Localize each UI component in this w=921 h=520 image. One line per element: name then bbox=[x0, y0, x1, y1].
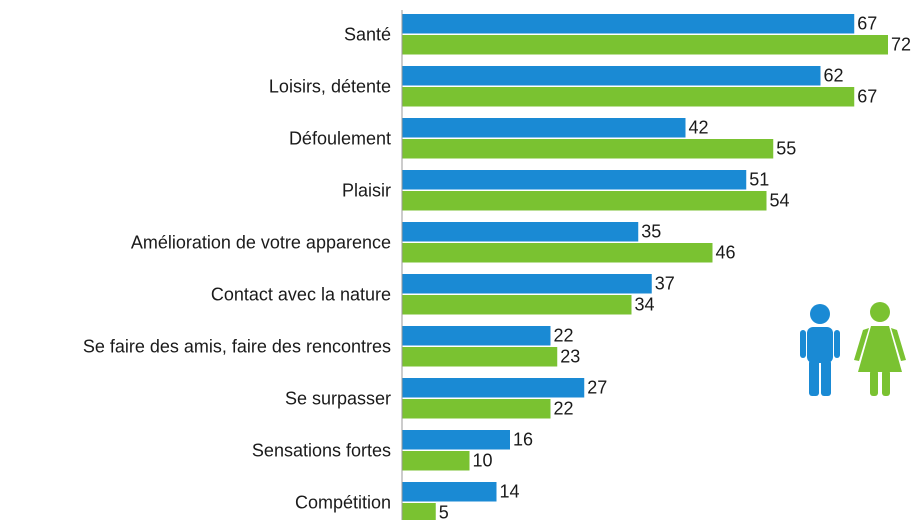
bar bbox=[402, 66, 821, 86]
bar bbox=[402, 243, 713, 263]
category-label: Se surpasser bbox=[285, 388, 391, 408]
value-label: 35 bbox=[641, 222, 661, 242]
value-label: 55 bbox=[776, 139, 796, 159]
bar bbox=[402, 451, 470, 471]
category-label: Plaisir bbox=[342, 180, 391, 200]
value-label: 23 bbox=[560, 347, 580, 367]
bar bbox=[402, 347, 558, 367]
value-label: 34 bbox=[635, 295, 655, 315]
value-label: 5 bbox=[439, 503, 449, 520]
woman-icon bbox=[854, 302, 906, 396]
bar bbox=[402, 222, 639, 242]
category-label: Compétition bbox=[295, 492, 391, 512]
value-label: 46 bbox=[716, 243, 736, 263]
value-label: 72 bbox=[891, 35, 911, 55]
bar bbox=[402, 399, 551, 419]
bar bbox=[402, 191, 767, 211]
category-label: Défoulement bbox=[289, 128, 391, 148]
value-label: 37 bbox=[655, 274, 675, 294]
bar bbox=[402, 118, 686, 138]
bar bbox=[402, 274, 652, 294]
value-label: 62 bbox=[824, 66, 844, 86]
value-label: 14 bbox=[500, 482, 520, 502]
bar bbox=[402, 326, 551, 346]
value-label: 27 bbox=[587, 378, 607, 398]
bar bbox=[402, 482, 497, 502]
value-label: 22 bbox=[554, 326, 574, 346]
man-icon bbox=[800, 304, 840, 396]
category-label: Sensations fortes bbox=[252, 440, 391, 460]
bar bbox=[402, 295, 632, 315]
value-label: 67 bbox=[857, 14, 877, 34]
bar bbox=[402, 139, 774, 159]
value-label: 10 bbox=[473, 451, 493, 471]
bar bbox=[402, 14, 855, 34]
category-label: Contact avec la nature bbox=[211, 284, 391, 304]
value-label: 22 bbox=[554, 399, 574, 419]
value-label: 67 bbox=[857, 87, 877, 107]
value-label: 51 bbox=[749, 170, 769, 190]
category-label: Se faire des amis, faire des rencontres bbox=[83, 336, 391, 356]
bar bbox=[402, 87, 855, 107]
bar bbox=[402, 378, 585, 398]
bar bbox=[402, 35, 888, 55]
value-label: 54 bbox=[770, 191, 790, 211]
category-label: Santé bbox=[344, 24, 391, 44]
value-label: 42 bbox=[689, 118, 709, 138]
bar bbox=[402, 430, 510, 450]
category-label: Loisirs, détente bbox=[269, 76, 391, 96]
bar bbox=[402, 503, 436, 520]
category-label: Amélioration de votre apparence bbox=[131, 232, 391, 252]
bar bbox=[402, 170, 747, 190]
value-label: 16 bbox=[513, 430, 533, 450]
